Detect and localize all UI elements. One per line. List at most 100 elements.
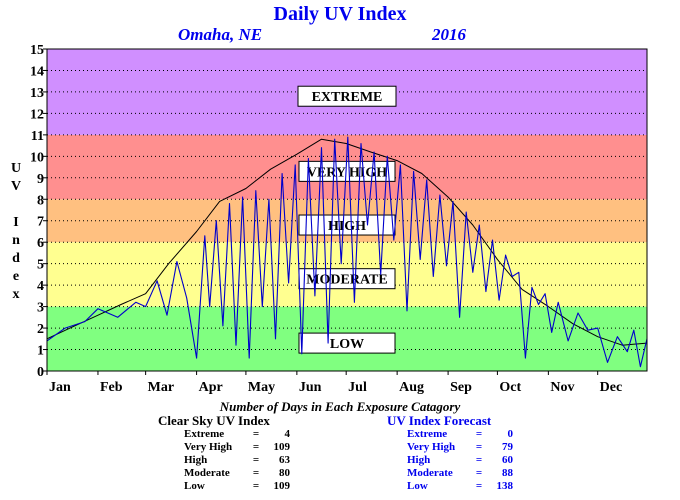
x-tick-label: Feb bbox=[100, 380, 123, 395]
y-tick-label: 12 bbox=[30, 107, 44, 122]
band-label: VERY HIGH bbox=[307, 165, 387, 180]
x-axis-ticks: Jan Feb Mar Apr May Jun Jul Aug Sep Oct Nov Dec bbox=[46, 371, 623, 395]
row-equals: = bbox=[252, 441, 260, 453]
row-equals: = bbox=[475, 441, 483, 453]
table-row: High = 63 bbox=[184, 454, 290, 467]
row-label: Very High bbox=[184, 441, 233, 453]
band-label: HIGH bbox=[328, 219, 366, 234]
x-tick-label: May bbox=[248, 380, 275, 395]
x-tick-label: Mar bbox=[148, 380, 174, 395]
table-row: High = 60 bbox=[407, 454, 513, 467]
clear-sky-heading: Clear Sky UV Index bbox=[158, 413, 270, 428]
y-axis-label-char: I bbox=[13, 215, 19, 230]
y-tick-label: 14 bbox=[30, 64, 44, 79]
y-axis-label-char: x bbox=[12, 287, 20, 302]
row-equals: = bbox=[475, 467, 483, 479]
plot-frame bbox=[46, 48, 648, 372]
table-row: Low = 109 bbox=[184, 480, 290, 493]
y-axis-label-char: U bbox=[10, 161, 22, 176]
row-label: Extreme bbox=[407, 428, 448, 440]
y-axis-label-char: d bbox=[12, 251, 20, 266]
band-label: LOW bbox=[330, 337, 364, 352]
row-equals: = bbox=[252, 467, 260, 479]
footer-caption: Number of Days in Each Exposure Catagory bbox=[219, 399, 461, 414]
row-equals: = bbox=[475, 454, 483, 466]
table-row: Moderate = 80 bbox=[184, 467, 290, 480]
band-labels: EXTREME VERY HIGH HIGH MODERATE LOW bbox=[297, 85, 397, 354]
forecast-heading: UV Index Forecast bbox=[387, 413, 492, 428]
row-value: 79 bbox=[502, 441, 513, 453]
row-equals: = bbox=[252, 428, 260, 440]
table-row: Moderate = 88 bbox=[407, 467, 513, 480]
clear-sky-rows: Extreme = 4 Very High = 109 High = 63 Moderate = 80… bbox=[158, 428, 290, 493]
row-value: 80 bbox=[279, 467, 290, 479]
x-tick-label: Nov bbox=[550, 380, 574, 395]
subtitle-location: Omaha, NE bbox=[178, 25, 263, 44]
x-tick-label: Jun bbox=[299, 380, 322, 395]
y-axis-label-char: n bbox=[12, 233, 20, 248]
y-axis-label-char bbox=[8, 196, 24, 214]
band-label-box bbox=[297, 85, 397, 107]
row-label: High bbox=[184, 454, 208, 466]
row-equals: = bbox=[252, 454, 260, 466]
y-axis-label-char: e bbox=[12, 269, 20, 284]
y-tick-label: 5 bbox=[37, 258, 44, 273]
y-tick-label: 9 bbox=[37, 172, 44, 187]
forecast-table: UV Index Forecast Extreme = 0 Very High = 79 H… bbox=[387, 414, 513, 493]
table-row: Extreme = 0 bbox=[407, 428, 513, 441]
row-value: 109 bbox=[273, 441, 291, 453]
x-tick-label: Apr bbox=[199, 380, 223, 395]
y-axis-label-char: V bbox=[10, 179, 22, 194]
row-equals: = bbox=[475, 428, 483, 440]
row-label: High bbox=[407, 454, 431, 466]
y-tick-label: 4 bbox=[37, 279, 44, 294]
table-row: Very High = 79 bbox=[407, 441, 513, 454]
row-value: 88 bbox=[502, 467, 513, 479]
row-value: 109 bbox=[273, 480, 291, 492]
row-label: Low bbox=[407, 480, 428, 492]
y-tick-label: 3 bbox=[37, 301, 44, 316]
y-tick-label: 0 bbox=[37, 365, 44, 380]
band-label: MODERATE bbox=[306, 273, 387, 288]
series-lines bbox=[46, 136, 648, 368]
row-value: 0 bbox=[507, 428, 514, 440]
table-row: Low = 138 bbox=[407, 480, 513, 493]
row-label: Very High bbox=[407, 441, 456, 453]
row-label: Moderate bbox=[407, 467, 453, 479]
row-value: 60 bbox=[502, 454, 513, 466]
x-tick-label: Jan bbox=[49, 380, 71, 395]
y-tick-label: 8 bbox=[37, 193, 44, 208]
y-tick-label: 1 bbox=[37, 344, 44, 359]
y-tick-label: 15 bbox=[30, 43, 44, 58]
y-tick-label: 7 bbox=[37, 215, 44, 230]
forecast-line bbox=[46, 136, 648, 368]
y-tick-label: 2 bbox=[37, 322, 44, 337]
x-tick-label: Oct bbox=[499, 380, 521, 395]
band-label: EXTREME bbox=[312, 90, 383, 105]
clear-sky-line bbox=[46, 138, 648, 346]
x-tick-label: Aug bbox=[399, 380, 424, 395]
y-tick-label: 13 bbox=[30, 86, 44, 101]
table-row: Extreme = 4 bbox=[184, 428, 290, 441]
band-label-box bbox=[298, 332, 396, 354]
row-label: Low bbox=[184, 480, 205, 492]
row-value: 4 bbox=[284, 428, 291, 440]
row-value: 63 bbox=[279, 454, 290, 466]
clear-sky-table: Clear Sky UV Index Extreme = 4 Very High = 10… bbox=[158, 414, 290, 493]
x-tick-label: Dec bbox=[600, 380, 623, 395]
forecast-rows: Extreme = 0 Very High = 79 High = 60 Moderate = 88 L… bbox=[387, 428, 513, 493]
row-label: Extreme bbox=[184, 428, 225, 440]
row-value: 138 bbox=[496, 480, 514, 492]
row-equals: = bbox=[475, 480, 483, 492]
subtitle-year: 2016 bbox=[432, 25, 466, 44]
y-tick-label: 6 bbox=[37, 236, 44, 251]
chart-title: Daily UV Index bbox=[273, 3, 407, 25]
x-tick-label: Sep bbox=[450, 380, 472, 395]
row-label: Moderate bbox=[184, 467, 230, 479]
row-equals: = bbox=[252, 480, 260, 492]
x-tick-label: Jul bbox=[348, 380, 367, 395]
y-tick-label: 11 bbox=[31, 129, 44, 144]
